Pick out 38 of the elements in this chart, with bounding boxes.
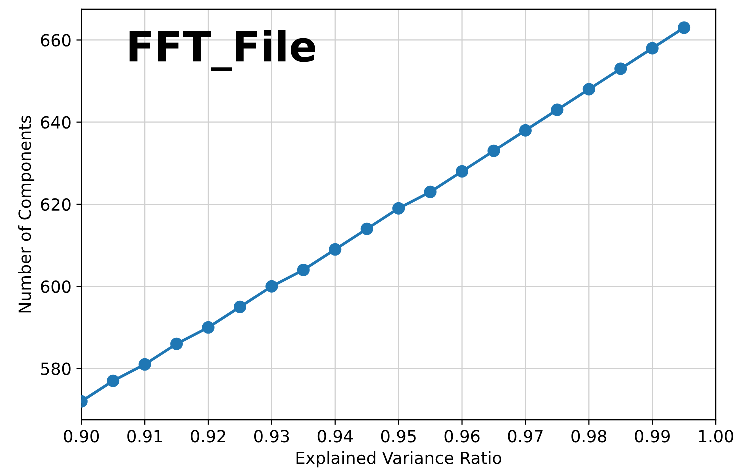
point: [582, 83, 596, 96]
x-tick-label: 0.92: [191, 430, 226, 443]
chart-title: FFT_File: [130, 30, 316, 72]
point: [646, 42, 659, 55]
x-tick-label: 0.97: [508, 430, 543, 443]
point: [456, 165, 469, 178]
y-tick-label: 660: [41, 34, 71, 47]
point: [551, 104, 564, 116]
x-tick-label: 0.90: [64, 430, 100, 443]
point: [614, 62, 628, 76]
point: [678, 22, 691, 34]
y-tick-label: 640: [41, 116, 71, 129]
point: [202, 321, 215, 334]
y-tick-label: 620: [41, 198, 71, 212]
point: [360, 222, 374, 236]
x-tick-label: 0.98: [572, 430, 607, 443]
x-axis-title: Explained Variance Ratio: [296, 451, 502, 468]
point: [297, 264, 310, 276]
y-tick-label: 580: [41, 362, 71, 376]
x-tick-label: 0.99: [635, 430, 670, 443]
point: [329, 243, 342, 256]
point: [519, 124, 532, 137]
point: [424, 186, 437, 198]
x-tick-label: 0.91: [128, 430, 162, 443]
point: [266, 280, 278, 293]
point: [392, 202, 406, 215]
point: [107, 374, 120, 388]
point: [234, 300, 246, 314]
x-tick-label: 0.93: [254, 430, 290, 443]
x-tick-label: 1.00: [699, 430, 734, 443]
x-tick-label: 0.94: [318, 430, 354, 443]
point: [170, 338, 184, 350]
y-axis-title: Number of Components: [18, 116, 35, 313]
x-tick-label: 0.96: [444, 430, 480, 443]
point: [488, 144, 500, 158]
y-tick-label: 600: [41, 280, 71, 294]
x-tick-label: 0.95: [381, 430, 416, 443]
point: [138, 358, 152, 371]
